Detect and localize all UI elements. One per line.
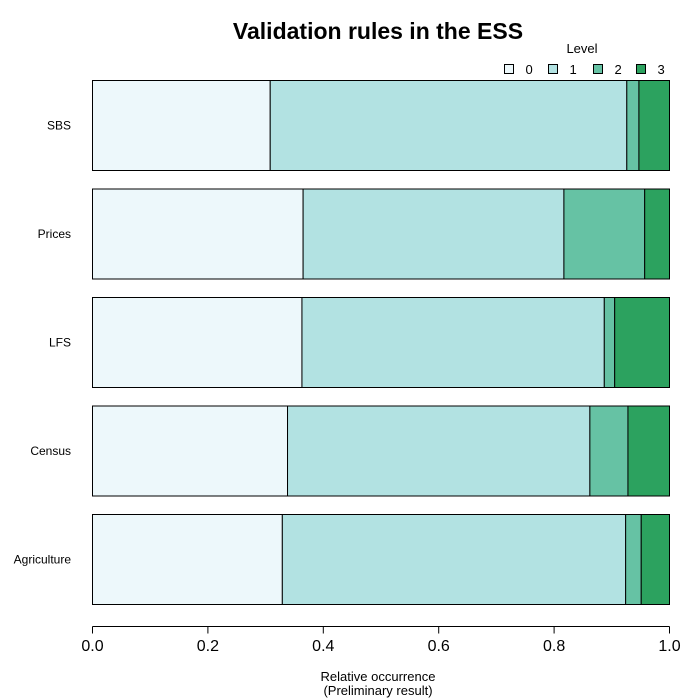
x-tick-label: 0.4 [312,638,334,655]
x-tick-label: 0.8 [543,638,565,655]
bar-prices-level-2 [563,188,646,280]
bar-agriculture-level-1 [281,514,627,605]
bar-lfs-level-3 [614,297,670,388]
category-labels: SBS Prices LFS Census Agriculture [14,119,72,567]
x-axis-label: Relative occurrence [321,669,436,684]
legend-title: Level [566,41,597,56]
bar-sbs-level-1 [269,80,628,171]
category-label: Agriculture [14,553,72,567]
category-label: Census [30,444,71,458]
bar-lfs-level-0 [92,297,303,388]
bar-census-level-2 [589,405,629,497]
bar-prices-level-1 [302,188,565,280]
bar-census-level-0 [92,405,289,497]
legend-swatch-level-2 [593,64,603,74]
bars-group [92,80,671,605]
bar-census-level-1 [287,405,591,497]
bar-agriculture-level-0 [92,514,283,605]
legend-swatch-level-0 [504,64,514,74]
bar-prices-level-3 [644,188,671,280]
category-label: SBS [47,119,71,133]
bar-agriculture-level-2 [625,514,642,605]
x-tick-label: 0.0 [81,638,103,655]
bar-agriculture-level-3 [640,514,670,605]
legend-label-level-2: 2 [615,62,622,77]
x-tick-label: 0.2 [197,638,219,655]
bar-prices-level-0 [92,188,304,280]
bar-lfs-level-2 [603,297,616,388]
category-label: LFS [49,336,71,350]
chart-title: Validation rules in the ESS [233,18,523,44]
legend: Level 0 1 2 3 [504,41,665,77]
bar-lfs-level-1 [301,297,605,388]
x-tick-label: 1.0 [658,638,680,655]
x-tick-label: 0.6 [428,638,450,655]
bar-sbs-level-2 [626,80,640,171]
bar-sbs-level-3 [638,80,671,171]
legend-swatch-level-1 [548,64,558,74]
x-axis: 0.0 0.2 0.4 0.6 0.8 1.0 [81,626,681,655]
legend-label-level-1: 1 [570,62,577,77]
bar-census-level-3 [627,405,670,497]
category-label: Prices [38,227,71,241]
legend-swatch-level-3 [636,64,646,74]
bar-sbs-level-0 [92,80,271,171]
legend-label-level-0: 0 [526,62,533,77]
legend-label-level-3: 3 [658,62,665,77]
x-axis-label-note: (Preliminary result) [323,683,432,698]
